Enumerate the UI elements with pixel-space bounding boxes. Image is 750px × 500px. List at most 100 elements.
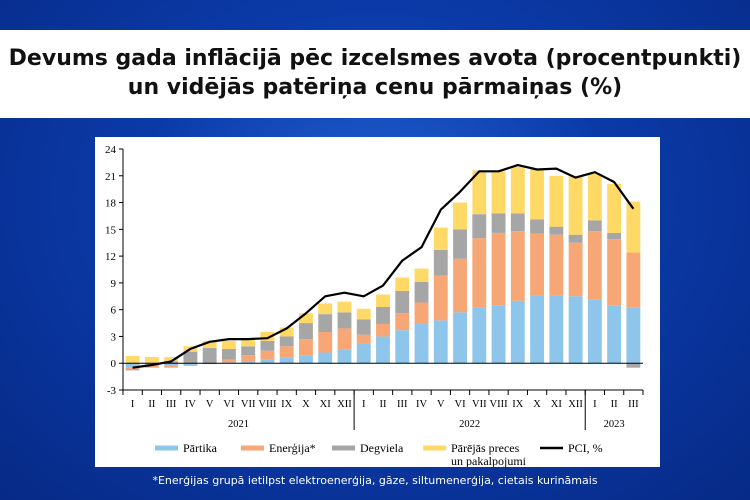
bar-food [626, 307, 641, 364]
legend-label-other-2: un pakalpojumi [451, 454, 527, 467]
bar-energy [279, 346, 294, 358]
bar-energy [491, 232, 506, 306]
bar-food [299, 355, 313, 364]
x-axis: I II III IV V VI VII VIII IX X XI XII I II III IV V VI VII… [122, 362, 644, 430]
bar-other [125, 356, 140, 364]
chart-title: Devums gada inflācijā pēc izcelsmes avot… [0, 44, 750, 102]
bar-fuel [549, 226, 564, 235]
bar-food [472, 307, 487, 364]
bar-fuel [221, 348, 236, 360]
title-band: Devums gada inflācijā pēc izcelsmes avot… [0, 30, 750, 118]
bar-food [376, 336, 390, 364]
bar-food [587, 299, 602, 364]
bar-fuel [510, 213, 525, 232]
legend: Pārtika Enerģija* Degviela Pārējās prece… [155, 441, 603, 467]
bar-energy [472, 238, 487, 308]
y-tick-label: 9 [111, 278, 117, 290]
bar-fuel [395, 290, 410, 314]
bar-fuel [202, 348, 217, 364]
bar-other [356, 308, 371, 320]
bar-other [376, 294, 390, 307]
bar-food [433, 320, 448, 364]
x-tick-label: X [302, 399, 310, 410]
bar-fuel [376, 306, 390, 324]
bar-food [356, 343, 371, 364]
bar-energy [299, 339, 313, 356]
x-tick-label: IX [512, 399, 523, 410]
bar-fuel [453, 229, 467, 259]
bar-other [202, 340, 217, 349]
x-tick-label: II [148, 399, 155, 410]
bar-other [144, 356, 159, 364]
bar-energy [568, 242, 583, 297]
y-tick-label: 6 [111, 305, 117, 317]
bar-food [125, 363, 140, 368]
year-label: 2021 [228, 419, 249, 430]
bar-energy [530, 233, 545, 296]
bar-other [510, 166, 525, 214]
bar-food [530, 295, 545, 364]
y-tick-label: 3 [111, 331, 117, 343]
bar-fuel [299, 323, 313, 340]
bar-food [395, 330, 410, 364]
x-tick-label: IV [185, 399, 196, 410]
bar-other [530, 168, 545, 220]
y-axis: 24 21 18 15 12 9 6 3 0 -3 [105, 144, 124, 397]
x-tick-label: XI [320, 399, 332, 410]
bar-energy [318, 331, 333, 353]
bar-fuel [318, 314, 333, 332]
x-tick-label: XII [337, 399, 352, 410]
year-label: 2023 [604, 419, 625, 430]
x-tick-label: III [397, 399, 408, 410]
bar-food [318, 352, 333, 364]
bar-other [221, 340, 236, 349]
bar-other [626, 201, 641, 253]
bar-energy [453, 258, 467, 313]
bar-other [241, 338, 256, 347]
x-tick-label: VII [472, 399, 487, 410]
bar-energy [549, 234, 564, 296]
bar-fuel [607, 232, 622, 240]
x-tick-label: IX [281, 399, 292, 410]
bar-food [453, 312, 467, 364]
x-tick-label: VII [241, 399, 256, 410]
stacked-bars [125, 166, 641, 371]
chart-panel: 24 21 18 15 12 9 6 3 0 -3 I II III IV V VI VII VIII IX X XI… [95, 137, 660, 467]
bar-fuel [414, 281, 429, 303]
x-tick-label: XI [551, 399, 563, 410]
bar-other [491, 171, 506, 214]
pci-line [132, 164, 635, 369]
bar-other [453, 202, 467, 230]
bar-energy [607, 239, 622, 306]
bar-energy [587, 231, 602, 300]
bar-food [491, 305, 506, 364]
bar-energy [376, 323, 390, 337]
x-tick-label: IV [416, 399, 427, 410]
bar-other [318, 303, 333, 315]
bar-fuel [279, 336, 294, 347]
y-tick-label: -3 [107, 385, 117, 397]
bar-other [395, 277, 410, 291]
bar-food [510, 300, 525, 364]
bar-other [299, 313, 313, 324]
bar-energy [337, 328, 352, 350]
bar-fuel [241, 346, 256, 356]
bar-fuel [183, 351, 198, 364]
x-tick-label: I [593, 399, 597, 410]
x-tick-label: II [380, 399, 387, 410]
x-tick-label: I [131, 399, 135, 410]
bar-food [279, 357, 294, 364]
bar-fuel [337, 312, 352, 329]
bar-energy [626, 252, 641, 308]
year-label: 2022 [459, 419, 480, 430]
bar-food [241, 361, 256, 364]
bar-fuel [433, 249, 448, 276]
y-tick-label: 0 [111, 358, 117, 370]
x-tick-label: III [628, 399, 639, 410]
y-tick-label: 24 [105, 144, 117, 156]
x-tick-label: III [166, 399, 177, 410]
bar-other [260, 331, 275, 341]
bar-energy [144, 365, 159, 368]
legend-label-fuel: Degviela [360, 441, 404, 455]
